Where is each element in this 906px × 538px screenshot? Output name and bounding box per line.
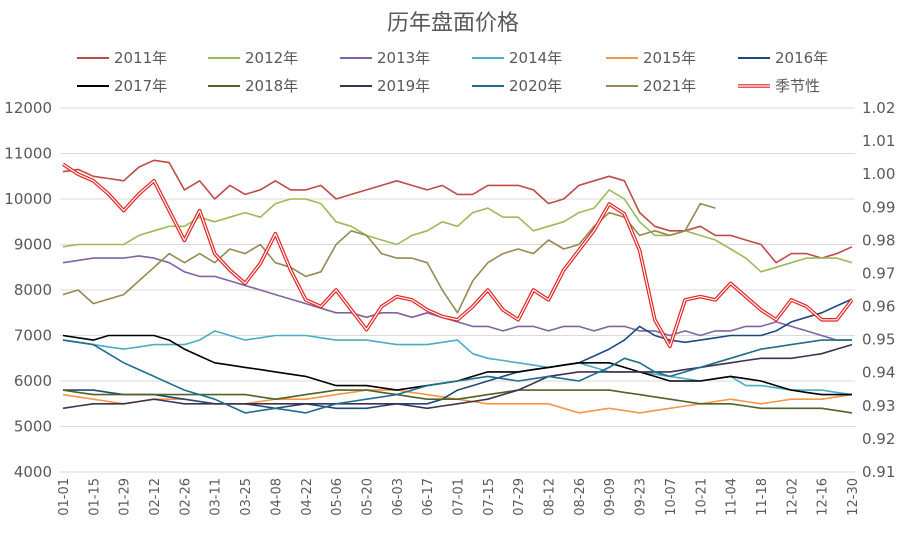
legend-label-2020: 2020年 xyxy=(509,77,562,95)
x-tick-label: 01-15 xyxy=(87,478,102,516)
x-tick-label: 01-29 xyxy=(118,478,133,516)
y-tick-label-left: 8000 xyxy=(14,281,52,299)
y-tick-label-right: 0.95 xyxy=(862,331,895,349)
x-tick-label: 02-26 xyxy=(178,478,193,516)
x-tick-label: 11-04 xyxy=(725,478,740,516)
legend-label-2021: 2021年 xyxy=(643,77,696,95)
y-tick-label-right: 0.98 xyxy=(862,231,895,249)
y-tick-label-left: 11000 xyxy=(4,145,52,163)
y-tick-label-right: 0.94 xyxy=(862,364,895,382)
series-line-2018 xyxy=(62,389,853,414)
series-line-seasonality-inner xyxy=(62,163,853,347)
y-tick-label-left: 4000 xyxy=(14,463,52,481)
legend-item-2019: 2019年 xyxy=(340,77,430,95)
y-tick-label-left: 7000 xyxy=(14,327,52,345)
series-line-2019 xyxy=(62,343,853,410)
y-tick-label-right: 0.97 xyxy=(862,264,895,282)
legend-item-seasonality: 季节性 xyxy=(738,77,820,95)
x-tick-label: 03-11 xyxy=(209,478,224,516)
y-tick-label-left: 10000 xyxy=(4,190,52,208)
x-tick-label: 12-30 xyxy=(846,478,861,516)
legend-label-2019: 2019年 xyxy=(377,77,430,95)
plot-area xyxy=(62,159,854,414)
x-tick-label: 03-25 xyxy=(239,478,254,516)
x-tick-label: 09-23 xyxy=(634,478,649,516)
x-tick-label: 05-20 xyxy=(360,478,375,516)
legend-label-2018: 2018年 xyxy=(245,77,298,95)
y-tick-label-left: 6000 xyxy=(14,372,52,390)
y-axis-left: 4000 5000 6000 7000 8000 9000 10000 11000 12000 xyxy=(4,99,52,481)
legend-item-2013: 2013年 xyxy=(340,49,430,67)
x-tick-label: 08-12 xyxy=(543,478,558,516)
x-tick-label: 05-06 xyxy=(330,478,345,516)
legend-label-seasonality: 季节性 xyxy=(775,77,820,95)
y-tick-label-right: 0.92 xyxy=(862,430,895,448)
legend-label-2011: 2011年 xyxy=(114,49,167,67)
legend-item-2021: 2021年 xyxy=(606,77,696,95)
legend: 2011年 2012年 2013年 2014年 2015年 2016年 2017年 2018年… xyxy=(77,49,828,95)
x-tick-label: 06-03 xyxy=(391,478,406,516)
y-tick-label-right: 0.91 xyxy=(862,463,895,481)
y-tick-label-right: 0.99 xyxy=(862,198,895,216)
x-tick-label: 12-16 xyxy=(816,478,831,516)
y-tick-label-right: 0.93 xyxy=(862,397,895,415)
x-tick-label: 04-08 xyxy=(269,478,284,516)
series-line-2013 xyxy=(62,255,852,341)
legend-label-2015: 2015年 xyxy=(643,49,696,67)
y-tick-label-left: 5000 xyxy=(14,418,52,436)
x-tick-label: 07-15 xyxy=(482,478,497,516)
legend-item-2017: 2017年 xyxy=(77,77,167,95)
x-tick-label: 06-17 xyxy=(421,478,436,516)
series-line-2020 xyxy=(62,339,852,414)
y-tick-label-right: 1.01 xyxy=(862,132,895,150)
x-tick-label: 04-22 xyxy=(300,478,315,516)
legend-label-2012: 2012年 xyxy=(245,49,298,67)
legend-label-2013: 2013年 xyxy=(377,49,430,67)
legend-item-2015: 2015年 xyxy=(606,49,696,67)
x-tick-label: 08-26 xyxy=(573,478,588,516)
x-tick-label: 07-01 xyxy=(452,478,467,516)
legend-item-2014: 2014年 xyxy=(472,49,562,67)
x-tick-label: 10-21 xyxy=(694,478,709,516)
legend-label-2014: 2014年 xyxy=(509,49,562,67)
y-tick-label-right: 0.96 xyxy=(862,298,895,316)
legend-item-2016: 2016年 xyxy=(738,49,828,67)
legend-item-2012: 2012年 xyxy=(208,49,298,67)
x-tick-label: 11-18 xyxy=(755,478,770,516)
chart-title: 历年盘面价格 xyxy=(387,11,519,36)
legend-item-2011: 2011年 xyxy=(77,49,167,67)
y-axis-right: 0.91 0.92 0.93 0.94 0.95 0.96 0.97 0.98 0.99 1.00… xyxy=(862,99,895,481)
legend-item-2020: 2020年 xyxy=(472,77,562,95)
legend-label-2017: 2017年 xyxy=(114,77,167,95)
y-tick-label-right: 1.00 xyxy=(862,165,895,183)
x-tick-label: 12-02 xyxy=(785,478,800,516)
series-line-2016 xyxy=(63,298,853,410)
legend-item-2018: 2018年 xyxy=(208,77,298,95)
y-tick-label-left: 9000 xyxy=(14,236,52,254)
x-tick-label: 07-29 xyxy=(512,478,527,516)
x-tick-label: 10-07 xyxy=(664,478,679,516)
y-tick-label-right: 1.02 xyxy=(862,99,895,117)
legend-label-2016: 2016年 xyxy=(775,49,828,67)
series-line-2011 xyxy=(62,159,853,264)
x-tick-label: 09-09 xyxy=(603,478,618,516)
x-axis: 01-01 01-15 01-29 02-12 02-26 03-11 03-25 04-08… xyxy=(57,478,861,516)
series-line-2021 xyxy=(62,202,716,314)
x-tick-label: 02-12 xyxy=(148,478,163,516)
y-tick-label-left: 12000 xyxy=(4,99,52,117)
x-tick-label: 01-01 xyxy=(57,478,72,516)
